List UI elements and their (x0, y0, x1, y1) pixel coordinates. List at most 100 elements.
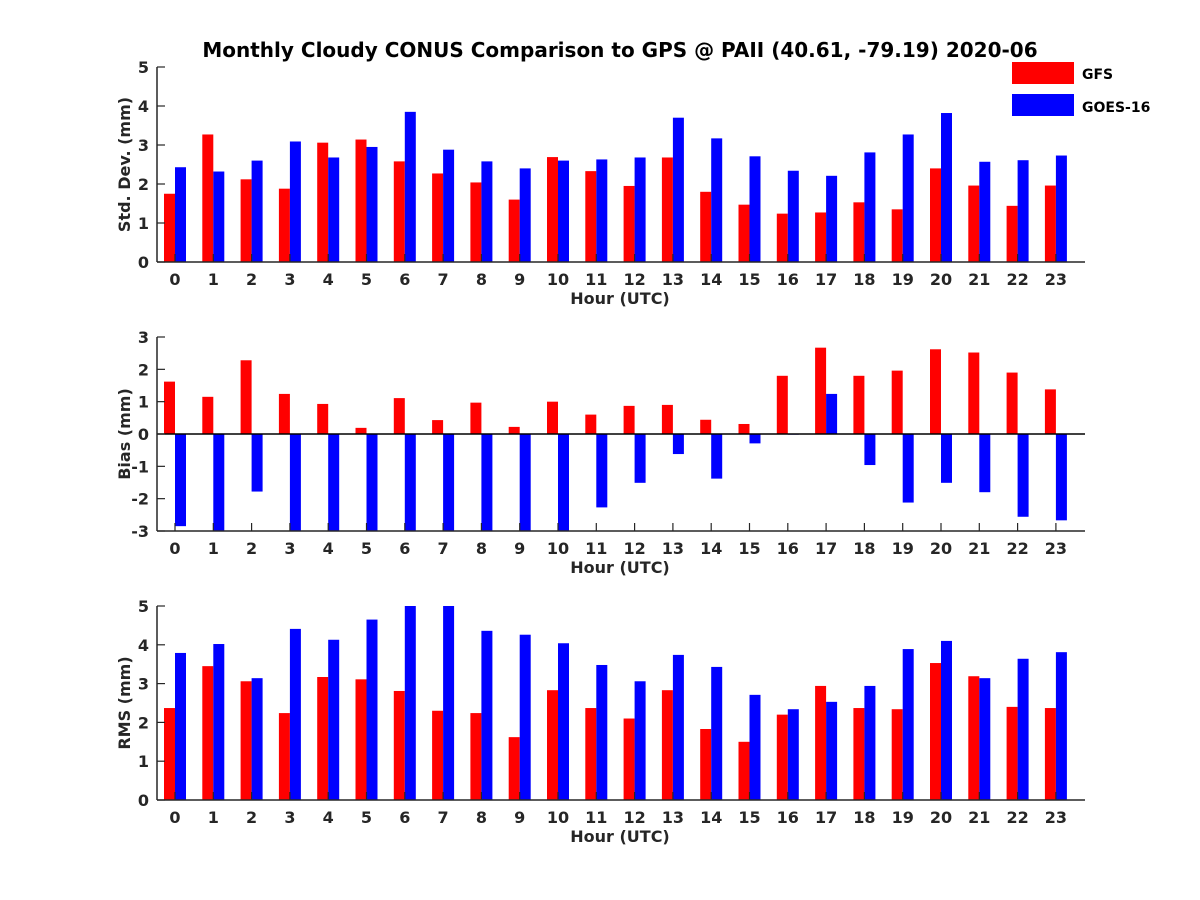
std-dev-x-tick-label: 14 (700, 270, 722, 289)
bias-bar-goes16-19 (902, 434, 914, 503)
std-dev-x-tick-label: 9 (514, 270, 525, 289)
std-dev-x-tick-label: 3 (284, 270, 295, 289)
std-dev-x-tick-label: 15 (738, 270, 760, 289)
bias-x-axis-label: Hour (UTC) (570, 558, 670, 577)
std-dev-bar-goes16-11 (596, 159, 608, 262)
legend-swatch-goes16 (1012, 94, 1074, 116)
std-dev-x-tick-label: 0 (169, 270, 180, 289)
rms-y-tick-label: 0 (138, 791, 149, 810)
std-dev-x-tick-label: 21 (968, 270, 990, 289)
bias-y-tick-label: 3 (138, 328, 149, 347)
rms-x-tick-label: 22 (1006, 808, 1028, 827)
bias-bar-gfs-13 (661, 404, 673, 434)
rms-bar-gfs-9 (508, 737, 520, 800)
bias-bar-goes16-17 (826, 393, 838, 434)
std-dev-bar-gfs-15 (738, 204, 750, 262)
bias-bar-gfs-20 (930, 349, 941, 434)
legend-label-goes16: GOES-16 (1082, 100, 1150, 116)
rms-bar-gfs-23 (1044, 708, 1056, 800)
std-dev-bar-goes16-10 (558, 160, 569, 262)
rms-bar-goes16-7 (443, 606, 455, 800)
bias-y-tick-label: -1 (131, 457, 149, 476)
legend-swatch-gfs (1012, 62, 1074, 84)
bias-bar-gfs-4 (317, 403, 329, 434)
rms-bar-goes16-6 (404, 606, 416, 800)
std-dev-x-tick-label: 10 (547, 270, 569, 289)
bias-bar-goes16-6 (404, 434, 416, 531)
std-dev-bar-gfs-2 (240, 179, 252, 262)
rms-y-tick-label: 1 (138, 752, 149, 771)
std-dev-x-tick-label: 23 (1045, 270, 1067, 289)
bias-x-tick-label: 4 (323, 539, 334, 558)
std-dev-x-tick-label: 4 (323, 270, 334, 289)
rms-bar-goes16-23 (1055, 652, 1067, 800)
std-dev-bar-goes16-12 (634, 157, 646, 262)
rms-y-tick-label: 5 (138, 597, 149, 616)
bias-bar-goes16-14 (711, 434, 723, 479)
rms-bar-gfs-11 (585, 708, 597, 800)
rms-x-tick-label: 0 (169, 808, 180, 827)
bias-x-tick-label: 22 (1006, 539, 1028, 558)
rms-x-tick-label: 14 (700, 808, 722, 827)
rms-y-tick-label: 3 (138, 675, 149, 694)
rms-bar-goes16-16 (787, 709, 799, 800)
rms-bar-gfs-7 (432, 710, 444, 800)
rms-bar-goes16-11 (596, 664, 608, 800)
rms-bar-goes16-18 (864, 685, 876, 800)
bias-x-tick-label: 11 (585, 539, 607, 558)
rms-y-axis-label: RMS (mm) (115, 656, 134, 749)
rms-x-tick-label: 3 (284, 808, 295, 827)
rms-bar-gfs-21 (968, 676, 980, 800)
bias-x-tick-label: 0 (169, 539, 180, 558)
bias-bar-goes16-1 (213, 434, 225, 531)
std-dev-bar-gfs-8 (470, 182, 482, 262)
bias-bar-goes16-15 (749, 434, 761, 444)
rms-x-tick-label: 8 (476, 808, 487, 827)
std-dev-bar-goes16-9 (519, 168, 531, 262)
bias-y-tick-label: -3 (131, 522, 149, 541)
std-dev-bar-gfs-11 (585, 171, 597, 262)
rms-x-tick-label: 2 (246, 808, 257, 827)
std-dev-x-tick-label: 17 (815, 270, 837, 289)
rms-x-tick-label: 19 (892, 808, 914, 827)
rms-bar-gfs-18 (853, 708, 865, 800)
bias-bar-goes16-4 (328, 434, 340, 531)
bias-bar-gfs-23 (1044, 389, 1056, 434)
rms-bar-goes16-19 (902, 649, 914, 800)
bias-bar-gfs-7 (432, 420, 444, 434)
rms-x-tick-label: 11 (585, 808, 607, 827)
rms-bar-gfs-1 (202, 666, 214, 800)
rms-bar-goes16-20 (941, 640, 952, 800)
std-dev-bar-gfs-17 (815, 212, 827, 262)
rms-bar-gfs-22 (1006, 706, 1018, 800)
std-dev-x-tick-label: 19 (892, 270, 914, 289)
rms-bar-goes16-5 (366, 619, 378, 800)
std-dev-bar-gfs-3 (278, 188, 290, 262)
rms-bar-gfs-14 (700, 729, 712, 800)
legend-label-gfs: GFS (1082, 67, 1113, 83)
std-dev-x-tick-label: 2 (246, 270, 257, 289)
rms-x-tick-label: 15 (738, 808, 760, 827)
std-dev-bar-goes16-0 (175, 167, 186, 262)
std-dev-x-tick-label: 12 (623, 270, 645, 289)
std-dev-bar-goes16-14 (711, 138, 723, 262)
bias-bar-goes16-22 (1017, 434, 1029, 517)
std-dev-x-tick-label: 18 (853, 270, 875, 289)
rms-x-tick-label: 17 (815, 808, 837, 827)
bias-bar-gfs-16 (776, 375, 788, 434)
std-dev-bar-gfs-9 (508, 199, 520, 262)
rms-bar-goes16-10 (558, 643, 569, 800)
std-dev-bar-gfs-14 (700, 191, 712, 262)
std-dev-bar-gfs-22 (1006, 205, 1018, 262)
chart-title: Monthly Cloudy CONUS Comparison to GPS @… (202, 38, 1037, 62)
bias-y-tick-label: 0 (138, 425, 149, 444)
std-dev-bar-goes16-22 (1017, 160, 1029, 262)
rms-bar-goes16-17 (826, 701, 838, 800)
rms-x-tick-label: 10 (547, 808, 569, 827)
bias-bar-goes16-21 (979, 434, 991, 493)
std-dev-bar-goes16-7 (443, 149, 455, 262)
rms-bar-gfs-19 (891, 709, 903, 800)
